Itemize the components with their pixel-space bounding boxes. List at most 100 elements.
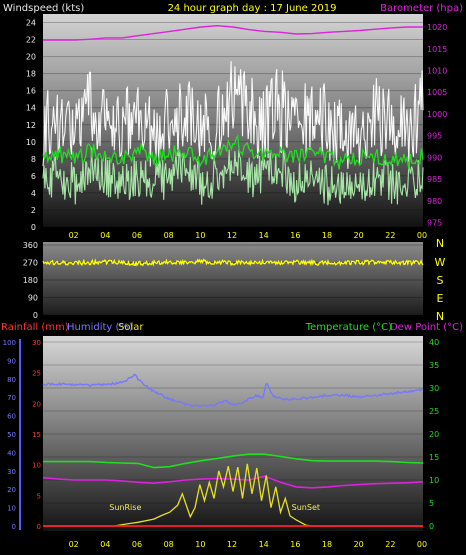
wind-time-tick-labels: 02 04 06 08 10 12 14 16 18 20 22 00 <box>69 231 428 240</box>
climate-plot-area <box>43 336 423 531</box>
time-tick-06: 06 <box>132 540 142 549</box>
time-tick-10: 10 <box>195 231 205 240</box>
time-tick-20: 20 <box>354 540 364 549</box>
barometer-tick-1015: 1015 <box>427 45 447 54</box>
time-tick-10: 10 <box>195 540 205 549</box>
temperature-tick-15: 15 <box>429 453 439 462</box>
time-tick-08: 08 <box>164 540 174 549</box>
direction-tick-270: 270 <box>23 259 38 268</box>
windspeed-tick-14: 14 <box>26 104 36 113</box>
temperature-tick-25: 25 <box>429 407 439 416</box>
humidity-tick-60: 60 <box>7 413 16 421</box>
time-tick-00: 00 <box>417 540 427 549</box>
humidity-line <box>42 373 424 408</box>
windspeed-tick-22: 22 <box>26 36 36 45</box>
humidity-tick-80: 80 <box>7 376 16 384</box>
wind-base-line <box>42 147 424 206</box>
wind-direction-line <box>42 258 424 267</box>
climate-time-tick-labels: 02 04 06 08 10 12 14 16 18 20 22 00 <box>69 540 428 549</box>
temperature-tick-0: 0 <box>429 522 434 531</box>
windspeed-tick-24: 24 <box>26 19 36 28</box>
windspeed-tick-16: 16 <box>26 87 36 96</box>
legend-solar: Solar <box>118 322 144 333</box>
direction-tick-90: 90 <box>28 294 38 303</box>
time-tick-00: 00 <box>417 231 427 240</box>
humidity-tick-30: 30 <box>7 468 16 476</box>
time-tick-04: 04 <box>100 231 110 240</box>
temperature-tick-35: 35 <box>429 361 439 370</box>
rainfall-tick-5: 5 <box>37 492 41 500</box>
barometer-tick-1010: 1010 <box>427 67 447 76</box>
direction-tick-360: 360 <box>23 241 38 250</box>
sun-annotations: SunRise SunSet <box>109 503 320 512</box>
time-tick-18: 18 <box>322 540 332 549</box>
humidity-tick-20: 20 <box>7 486 16 494</box>
solar-line <box>43 463 423 527</box>
barometer-tick-985: 985 <box>427 175 442 184</box>
time-tick-14: 14 <box>259 231 269 240</box>
direction-tick-0: 0 <box>33 311 38 320</box>
barometer-tick-1000: 1000 <box>427 110 447 119</box>
compass-tick-N: N <box>436 237 444 250</box>
temperature-tick-20: 20 <box>429 430 439 439</box>
legend-temperature: Temperature (°C) <box>305 322 392 333</box>
barometer-tick-1005: 1005 <box>427 88 447 97</box>
direction-tick-180: 180 <box>23 276 38 285</box>
windspeed-tick-2: 2 <box>31 206 36 215</box>
direction-series <box>42 258 424 267</box>
windspeed-tick-10: 10 <box>26 138 36 147</box>
humidity-tick-70: 70 <box>7 394 16 402</box>
rainfall-tick-labels: 0 5 10 15 20 25 30 <box>32 339 41 531</box>
barometer-axis-title: Barometer (hpa) <box>380 3 463 14</box>
windspeed-tick-8: 8 <box>31 155 36 164</box>
climate-gridlines <box>43 341 423 527</box>
time-tick-02: 02 <box>69 540 79 549</box>
climate-series <box>42 373 424 527</box>
windspeed-tick-6: 6 <box>31 172 36 181</box>
time-tick-22: 22 <box>385 231 395 240</box>
rainfall-tick-10: 10 <box>32 462 41 470</box>
compass-tick-E: E <box>437 292 444 305</box>
rainfall-tick-30: 30 <box>32 339 41 347</box>
temperature-line <box>43 453 424 469</box>
humidity-tick-0: 0 <box>12 523 16 531</box>
gust-line <box>42 61 424 169</box>
direction-tick-labels: 0 90 180 270 360 <box>23 241 38 320</box>
time-tick-20: 20 <box>354 231 364 240</box>
humidity-tick-90: 90 <box>7 357 16 365</box>
barometer-tick-labels: 975 980 985 990 995 1000 1005 1010 1015 1020 <box>427 23 447 228</box>
legend-rainfall: Rainfall (mm) <box>1 322 69 333</box>
barometer-tick-990: 990 <box>427 153 442 162</box>
humidity-tick-10: 10 <box>7 505 16 513</box>
wind-average-line <box>42 133 424 170</box>
humidity-tick-50: 50 <box>7 431 16 439</box>
time-tick-02: 02 <box>69 231 79 240</box>
time-tick-22: 22 <box>385 540 395 549</box>
legend-dewpoint: Dew Point (°C) <box>390 322 463 333</box>
time-tick-18: 18 <box>322 231 332 240</box>
humidity-tick-labels: 0 10 20 30 40 50 60 70 80 90 100 <box>3 339 16 531</box>
barometer-tick-975: 975 <box>427 219 442 228</box>
windspeed-tick-12: 12 <box>26 121 36 130</box>
legend-humidity: Humidity (%) <box>67 322 133 333</box>
wind-series <box>42 24 424 206</box>
temperature-tick-40: 40 <box>429 338 439 347</box>
compass-tick-S: S <box>437 274 444 287</box>
time-tick-14: 14 <box>259 540 269 549</box>
graph-title: 24 hour graph day : 17 June 2019 <box>168 3 337 14</box>
barometer-line <box>43 24 423 41</box>
annotation-sunrise: SunRise <box>109 503 141 512</box>
compass-tick-W: W <box>435 256 446 269</box>
humidity-tick-100: 100 <box>3 339 16 347</box>
time-tick-16: 16 <box>290 231 300 240</box>
dewpoint-line <box>42 475 424 489</box>
barometer-tick-995: 995 <box>427 132 442 141</box>
temperature-tick-labels: 0 5 10 15 20 25 30 35 40 <box>429 338 439 531</box>
annotation-sunset: SunSet <box>292 503 320 512</box>
windspeed-tick-0: 0 <box>31 223 36 232</box>
rainfall-tick-15: 15 <box>32 431 41 439</box>
temperature-tick-5: 5 <box>429 499 434 508</box>
